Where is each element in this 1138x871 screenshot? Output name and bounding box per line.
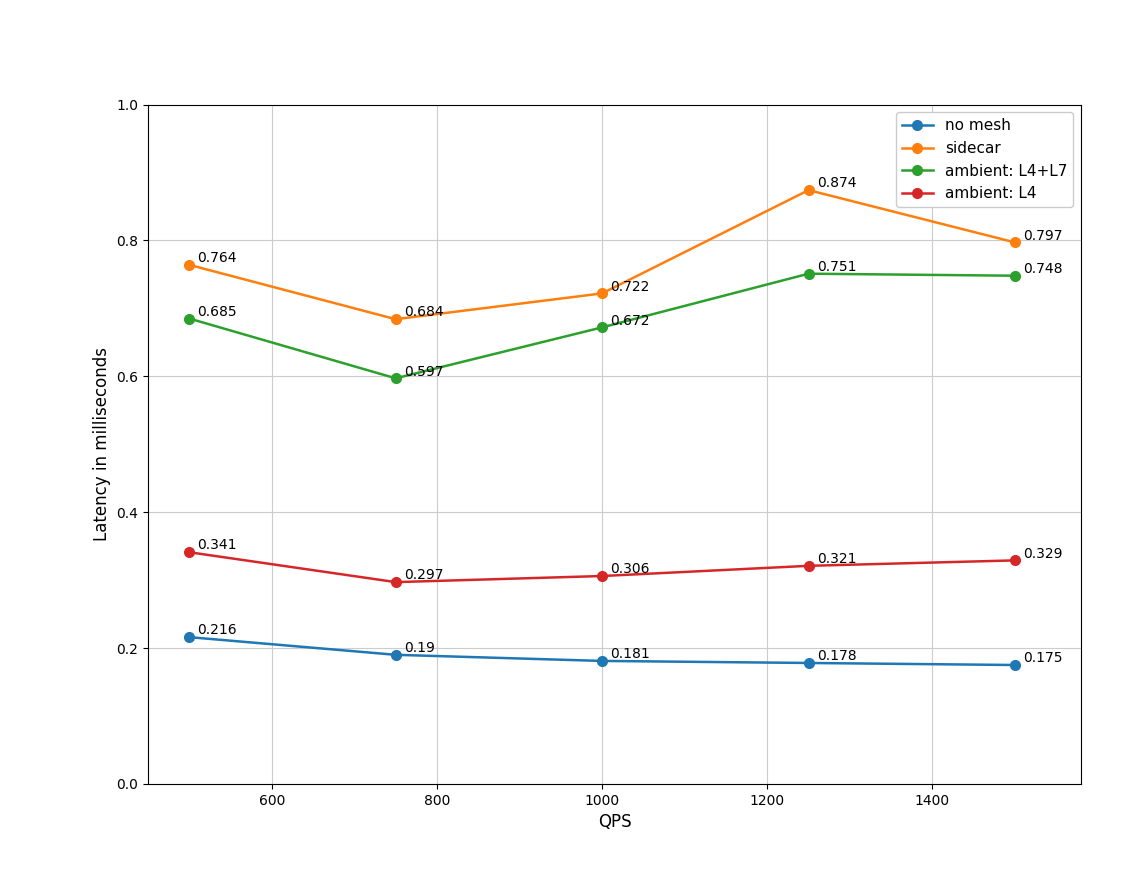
Y-axis label: Latency in milliseconds: Latency in milliseconds: [92, 348, 110, 541]
sidecar: [389, 314, 403, 324]
Text: 0.597: 0.597: [404, 365, 444, 379]
ambient: L4+L7: (500, 0.685): L4+L7: (500, 0.685): [182, 314, 196, 324]
Text: 0.685: 0.685: [198, 305, 237, 319]
Text: 0.175: 0.175: [1023, 652, 1063, 665]
no mesh: [595, 656, 609, 666]
no mesh: [1008, 660, 1022, 671]
ambient: L4: (1.25e+03, 0.321): L4: (1.25e+03, 0.321): [802, 561, 816, 571]
Line: ambient: L4+L7: ambient: L4+L7: [184, 269, 1020, 383]
Line: ambient: L4: ambient: L4: [184, 547, 1020, 587]
ambient: L4: (500, 0.341): L4: (500, 0.341): [182, 547, 196, 557]
Text: 0.672: 0.672: [610, 314, 650, 327]
ambient: L4+L7: (1.25e+03, 0.751): L4+L7: (1.25e+03, 0.751): [802, 268, 816, 279]
sidecar: [595, 288, 609, 299]
Text: 0.216: 0.216: [198, 624, 237, 638]
Text: 0.329: 0.329: [1023, 547, 1063, 561]
sidecar: [182, 260, 196, 270]
Text: 0.181: 0.181: [610, 647, 650, 661]
Text: 0.764: 0.764: [198, 251, 237, 265]
Text: 0.684: 0.684: [404, 306, 444, 320]
Text: 0.874: 0.874: [817, 176, 857, 191]
Text: 0.178: 0.178: [817, 649, 857, 663]
no mesh: [389, 650, 403, 660]
Text: 0.751: 0.751: [817, 260, 857, 273]
Text: 0.797: 0.797: [1023, 229, 1063, 243]
ambient: L4: (1.5e+03, 0.329): L4: (1.5e+03, 0.329): [1008, 555, 1022, 565]
sidecar: [1008, 237, 1022, 247]
ambient: L4: (1e+03, 0.306): L4: (1e+03, 0.306): [595, 571, 609, 581]
ambient: L4+L7: (1e+03, 0.672): L4+L7: (1e+03, 0.672): [595, 322, 609, 333]
Text: 0.748: 0.748: [1023, 262, 1063, 276]
Line: sidecar: sidecar: [184, 186, 1020, 324]
Text: 0.19: 0.19: [404, 641, 435, 655]
ambient: L4: (750, 0.297): L4: (750, 0.297): [389, 577, 403, 587]
no mesh: [182, 632, 196, 643]
X-axis label: QPS: QPS: [597, 814, 632, 831]
sidecar: [802, 185, 816, 195]
Text: 0.306: 0.306: [610, 563, 650, 577]
Text: 0.297: 0.297: [404, 569, 444, 583]
Legend: no mesh, sidecar, ambient: L4+L7, ambient: L4: no mesh, sidecar, ambient: L4+L7, ambien…: [896, 112, 1073, 207]
Text: 0.341: 0.341: [198, 538, 237, 552]
ambient: L4+L7: (1.5e+03, 0.748): L4+L7: (1.5e+03, 0.748): [1008, 271, 1022, 281]
Text: 0.321: 0.321: [817, 552, 857, 566]
Line: no mesh: no mesh: [184, 632, 1020, 670]
ambient: L4+L7: (750, 0.597): L4+L7: (750, 0.597): [389, 373, 403, 383]
no mesh: [802, 658, 816, 668]
Text: 0.722: 0.722: [610, 280, 650, 294]
